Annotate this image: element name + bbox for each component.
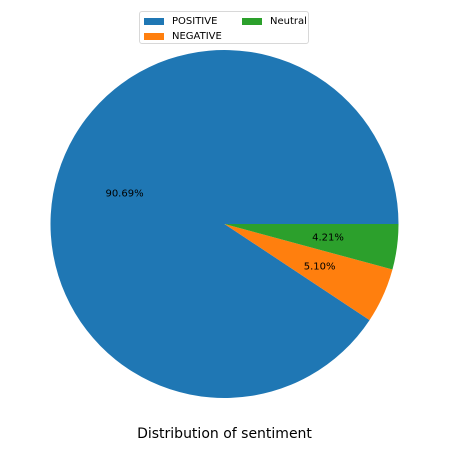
legend-swatch-neutral [242, 18, 262, 25]
legend-item-positive: POSITIVE [144, 16, 217, 27]
legend-label-negative: NEGATIVE [172, 31, 222, 42]
pie-label-negative: 5.10% [304, 262, 336, 273]
pie-slice-negative [224, 224, 393, 321]
pie-slice-positive [50, 49, 399, 398]
legend-label-positive: POSITIVE [172, 16, 218, 27]
legend-swatch-negative [144, 33, 164, 40]
pie-slice-neutral [224, 224, 399, 270]
pie-label-neutral: 4.21% [312, 232, 344, 243]
x-axis-label: Distribution of sentiment [137, 426, 312, 442]
legend-swatch-positive [144, 18, 164, 25]
legend: POSITIVE NEGATIVE Neutral [139, 11, 309, 44]
pie-label-positive: 90.69% [105, 188, 143, 199]
legend-label-neutral: Neutral [270, 16, 307, 27]
legend-item-neutral: Neutral [242, 16, 307, 27]
legend-item-negative: NEGATIVE [144, 31, 222, 42]
